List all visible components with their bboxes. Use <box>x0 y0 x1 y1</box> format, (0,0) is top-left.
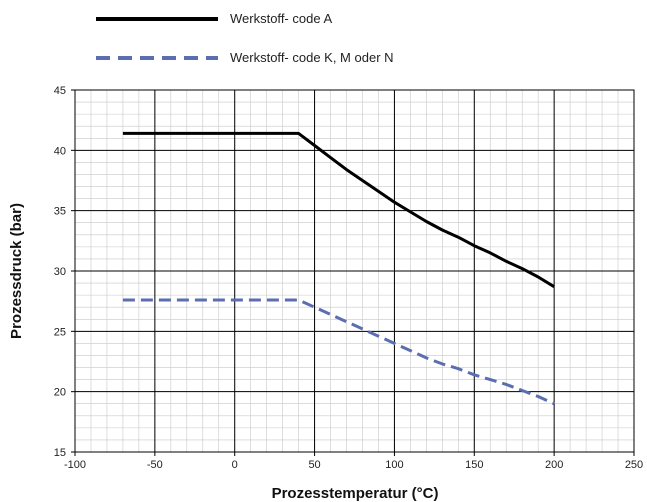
series-0-point <box>297 132 300 135</box>
series-1-point <box>489 378 492 381</box>
x-tick-label: 250 <box>625 459 643 471</box>
series-1-point <box>361 327 364 330</box>
series-0-point <box>313 144 316 147</box>
x-tick-label: 150 <box>465 459 483 471</box>
series-0-point <box>473 244 476 247</box>
y-tick-label: 30 <box>54 266 66 278</box>
series-0-point <box>377 190 380 193</box>
legend-label-werkstoff-code-a: Werkstoff- code A <box>230 11 332 26</box>
series-0-point <box>425 220 428 223</box>
series-1-point <box>329 313 332 316</box>
series-0-point <box>409 210 412 213</box>
series-0-point <box>361 179 364 182</box>
series-0-point <box>345 168 348 171</box>
series-0-point <box>329 156 332 159</box>
y-tick-label: 45 <box>54 85 66 97</box>
series-0-point <box>441 228 444 231</box>
y-tick-label: 15 <box>54 447 66 459</box>
major-grid <box>74 89 635 453</box>
x-axis-ticks: -100 -50 0 50 100 150 200 250 <box>64 452 643 471</box>
x-tick-label: 50 <box>308 459 320 471</box>
series-1-point <box>345 320 348 323</box>
y-tick-label: 40 <box>54 145 66 157</box>
series-1-point <box>425 356 428 359</box>
series-1-point <box>121 298 124 301</box>
series-1-point <box>521 389 524 392</box>
series-1-point <box>377 335 380 338</box>
x-tick-label: -100 <box>64 459 86 471</box>
y-tick-label: 25 <box>54 326 66 338</box>
series-1-point <box>297 298 300 301</box>
y-axis-title: Prozessdruck (bar) <box>8 203 25 339</box>
series-line-1 <box>122 298 555 406</box>
series-1-point <box>473 373 476 376</box>
legend: Werkstoff- code A Werkstoff- code K, M o… <box>96 11 394 65</box>
series-line-0 <box>122 131 555 288</box>
x-axis-title: Prozesstemperatur (°C) <box>272 485 439 502</box>
x-tick-label: 100 <box>385 459 403 471</box>
series-1-point <box>537 395 540 398</box>
series-0-point <box>537 276 540 279</box>
series-1-point <box>505 383 508 386</box>
series-0-point <box>121 132 124 135</box>
y-tick-label: 20 <box>54 387 66 399</box>
x-tick-label: 0 <box>232 459 238 471</box>
y-tick-label: 35 <box>54 206 66 218</box>
series-0-point <box>521 267 524 270</box>
x-tick-label: -50 <box>147 459 163 471</box>
series-1-point <box>457 367 460 370</box>
series-1-point <box>313 306 316 309</box>
series-0-point <box>553 285 556 288</box>
series-0-point <box>457 236 460 239</box>
series-0-point <box>489 251 492 254</box>
series-0-point <box>505 260 508 263</box>
series-1-point <box>393 342 396 345</box>
y-axis-ticks: 15 20 25 30 35 40 45 <box>54 85 75 459</box>
series-1-point <box>553 402 556 405</box>
legend-label-werkstoff-code-kmn: Werkstoff- code K, M oder N <box>230 50 394 65</box>
x-tick-label: 200 <box>545 459 563 471</box>
series-0-point <box>393 201 396 204</box>
series-1-point <box>409 349 412 352</box>
series-1-point <box>441 362 444 365</box>
series-layer <box>121 131 556 406</box>
